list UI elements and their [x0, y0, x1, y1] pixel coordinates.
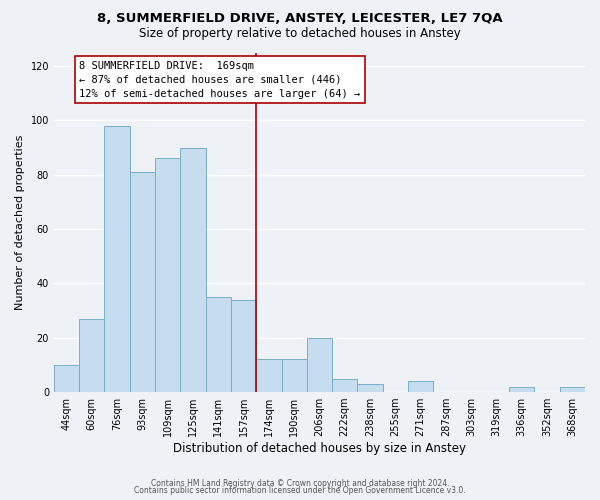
Bar — [560, 386, 585, 392]
Text: Size of property relative to detached houses in Anstey: Size of property relative to detached ho… — [139, 28, 461, 40]
Bar — [256, 360, 281, 392]
Text: 8, SUMMERFIELD DRIVE, ANSTEY, LEICESTER, LE7 7QA: 8, SUMMERFIELD DRIVE, ANSTEY, LEICESTER,… — [97, 12, 503, 26]
Bar — [206, 297, 231, 392]
Bar — [509, 386, 535, 392]
Text: Contains HM Land Registry data © Crown copyright and database right 2024.: Contains HM Land Registry data © Crown c… — [151, 478, 449, 488]
Y-axis label: Number of detached properties: Number of detached properties — [15, 134, 25, 310]
Text: Contains public sector information licensed under the Open Government Licence v3: Contains public sector information licen… — [134, 486, 466, 495]
Bar — [307, 338, 332, 392]
Bar — [408, 381, 433, 392]
Bar — [281, 360, 307, 392]
Bar — [181, 148, 206, 392]
Bar — [130, 172, 155, 392]
Bar — [104, 126, 130, 392]
X-axis label: Distribution of detached houses by size in Anstey: Distribution of detached houses by size … — [173, 442, 466, 455]
Bar — [155, 158, 181, 392]
Bar — [79, 318, 104, 392]
Text: 8 SUMMERFIELD DRIVE:  169sqm
← 87% of detached houses are smaller (446)
12% of s: 8 SUMMERFIELD DRIVE: 169sqm ← 87% of det… — [79, 60, 361, 98]
Bar — [54, 365, 79, 392]
Bar — [332, 378, 358, 392]
Bar — [231, 300, 256, 392]
Bar — [358, 384, 383, 392]
